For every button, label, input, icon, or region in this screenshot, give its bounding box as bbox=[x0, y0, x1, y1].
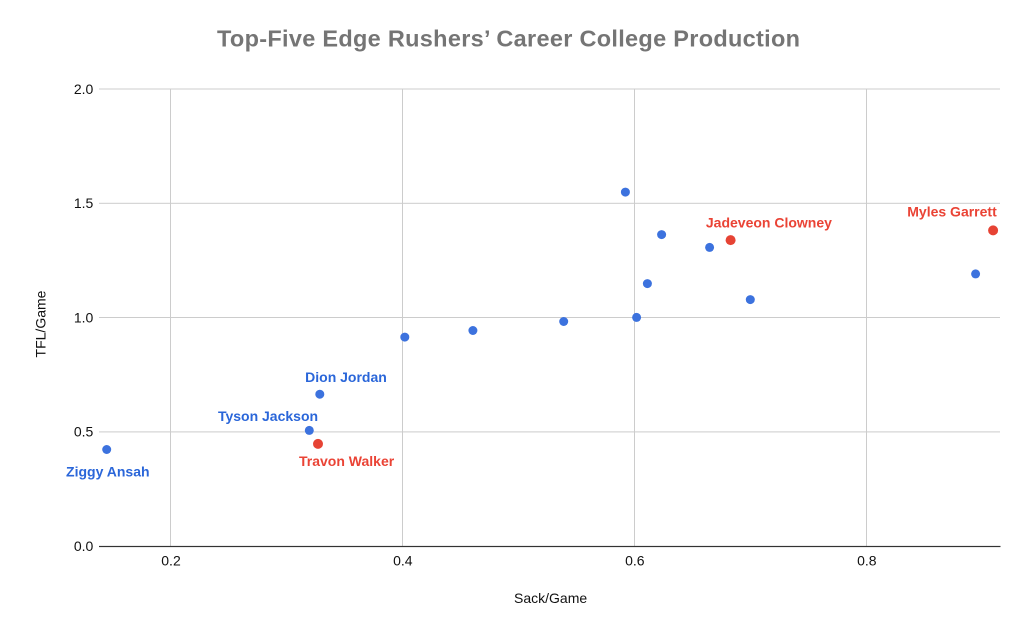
svg-text:0.8: 0.8 bbox=[857, 552, 877, 568]
svg-text:Top-Five Edge Rushers’ Career: Top-Five Edge Rushers’ Career College Pr… bbox=[217, 26, 800, 52]
svg-text:0.2: 0.2 bbox=[161, 552, 181, 568]
svg-text:Jadeveon Clowney: Jadeveon Clowney bbox=[706, 215, 832, 231]
svg-text:Myles Garrett: Myles Garrett bbox=[907, 203, 997, 219]
svg-text:1.0: 1.0 bbox=[74, 309, 94, 325]
svg-text:Travon Walker: Travon Walker bbox=[299, 453, 395, 469]
svg-text:Ziggy Ansah: Ziggy Ansah bbox=[66, 464, 150, 480]
svg-text:Sack/Game: Sack/Game bbox=[514, 590, 587, 606]
svg-text:0.4: 0.4 bbox=[393, 552, 413, 568]
svg-text:0.6: 0.6 bbox=[625, 552, 645, 568]
svg-text:TFL/Game: TFL/Game bbox=[33, 290, 49, 357]
svg-text:Dion Jordan: Dion Jordan bbox=[305, 369, 387, 385]
svg-text:0.5: 0.5 bbox=[74, 424, 94, 440]
svg-text:0.0: 0.0 bbox=[74, 538, 94, 554]
svg-text:2.0: 2.0 bbox=[74, 81, 94, 97]
svg-text:Tyson Jackson: Tyson Jackson bbox=[218, 408, 318, 424]
svg-text:1.5: 1.5 bbox=[74, 195, 94, 211]
